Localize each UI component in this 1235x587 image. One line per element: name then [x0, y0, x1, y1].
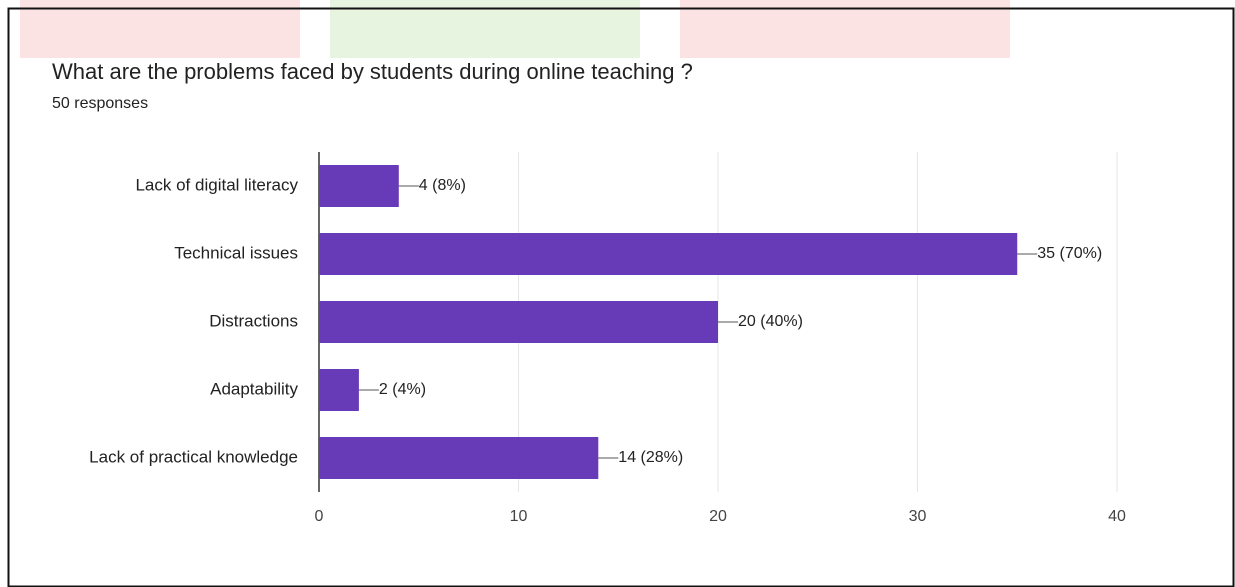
value-label: 20 (40%): [738, 313, 803, 330]
value-label: 14 (28%): [618, 449, 683, 466]
y-tick-label: Lack of practical knowledge: [89, 447, 298, 466]
chart-subtitle: 50 responses: [52, 95, 148, 112]
bar: [319, 165, 399, 207]
y-tick-label: Adaptability: [210, 379, 298, 398]
watermark: [330, 0, 640, 58]
x-tick-label: 0: [315, 508, 324, 525]
bar: [319, 233, 1018, 275]
x-tick-label: 20: [709, 508, 727, 525]
value-label: 35 (70%): [1037, 245, 1102, 262]
y-tick-label: Technical issues: [174, 243, 298, 262]
x-tick-label: 40: [1108, 508, 1126, 525]
bar: [319, 437, 599, 479]
y-tick-label: Lack of digital literacy: [135, 175, 298, 194]
x-tick-label: 30: [909, 508, 927, 525]
watermark: [20, 0, 300, 58]
bar: [319, 301, 718, 343]
bar: [319, 369, 359, 411]
x-tick-label: 10: [510, 508, 528, 525]
value-label: 4 (8%): [419, 177, 466, 194]
watermark: [680, 0, 1010, 58]
y-tick-label: Distractions: [209, 311, 298, 330]
chart-title: What are the problems faced by students …: [52, 59, 693, 84]
value-label: 2 (4%): [379, 381, 426, 398]
